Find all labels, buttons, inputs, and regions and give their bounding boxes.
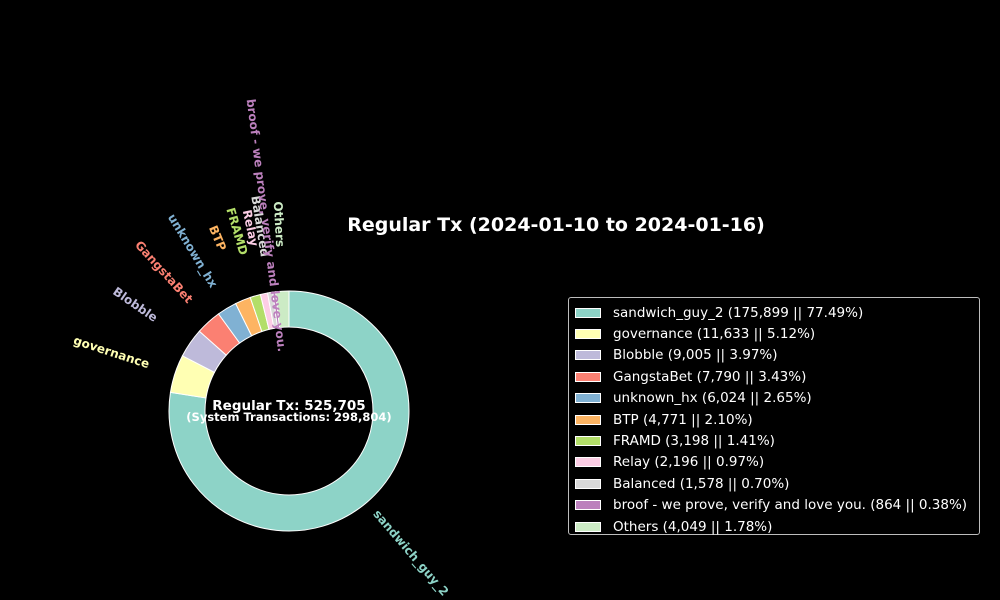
legend-item-sandwich-guy-2: sandwich_guy_2 (175,899 || 77.49%): [575, 302, 979, 323]
legend-item-framd: FRAMD (3,198 || 1.41%): [575, 430, 979, 451]
legend-label: Others (4,049 || 1.78%): [613, 518, 773, 535]
legend-swatch: [575, 350, 601, 361]
legend-label: BTP (4,771 || 2.10%): [613, 411, 753, 428]
chart-legend: sandwich_guy_2 (175,899 || 77.49%) govern…: [568, 297, 980, 535]
legend-item-others: Others (4,049 || 1.78%): [575, 516, 979, 537]
slice-label-sandwich-guy-2: sandwich_guy_2: [370, 507, 452, 599]
legend-item-btp: BTP (4,771 || 2.10%): [575, 409, 979, 430]
legend-swatch: [575, 414, 601, 425]
legend-label: GangstaBet (7,790 || 3.43%): [613, 368, 807, 385]
legend-swatch: [575, 457, 601, 468]
legend-label: sandwich_guy_2 (175,899 || 77.49%): [613, 304, 864, 321]
legend-swatch: [575, 521, 601, 532]
legend-label: Balanced (1,578 || 0.70%): [613, 475, 790, 492]
legend-item-blobble: Blobble (9,005 || 3.97%): [575, 345, 979, 366]
legend-label: Blobble (9,005 || 3.97%): [613, 347, 778, 364]
chart-title: Regular Tx (2024-01-10 to 2024-01-16): [347, 214, 765, 236]
legend-label: unknown_hx (6,024 || 2.65%): [613, 390, 812, 407]
slice-sandwich-guy-2: [168, 290, 410, 532]
legend-swatch: [575, 478, 601, 489]
center-system-label: (System Transactions: 298,804): [186, 410, 391, 424]
legend-swatch: [575, 436, 601, 447]
center-total-label: Regular Tx: 525,705: [212, 398, 365, 414]
slice-label-governance: governance: [72, 333, 152, 371]
legend-label: FRAMD (3,198 || 1.41%): [613, 433, 775, 450]
legend-swatch: [575, 393, 601, 404]
legend-label: Relay (2,196 || 0.97%): [613, 454, 765, 471]
legend-item-unknown-hx: unknown_hx (6,024 || 2.65%): [575, 388, 979, 409]
legend-item-balanced: Balanced (1,578 || 0.70%): [575, 473, 979, 494]
legend-item-gangstabet: GangstaBet (7,790 || 3.43%): [575, 366, 979, 387]
slice-label-blobble: Blobble: [110, 284, 160, 324]
legend-swatch: [575, 329, 601, 340]
slice-others: [275, 290, 290, 329]
legend-label: broof - we prove, verify and love you. (…: [613, 497, 968, 514]
legend-item-governance: governance (11,633 || 5.12%): [575, 323, 979, 344]
legend-item-relay: Relay (2,196 || 0.97%): [575, 452, 979, 473]
donut-slices: [168, 290, 410, 532]
slice-label-others: Others: [271, 201, 288, 247]
slice-label-btp: BTP: [206, 223, 229, 253]
legend-swatch: [575, 500, 601, 511]
legend-item-broof-we-prove-verify-and-love-you: broof - we prove, verify and love you. (…: [575, 495, 979, 516]
legend-swatch: [575, 371, 601, 382]
legend-label: governance (11,633 || 5.12%): [613, 326, 816, 343]
legend-swatch: [575, 307, 601, 318]
